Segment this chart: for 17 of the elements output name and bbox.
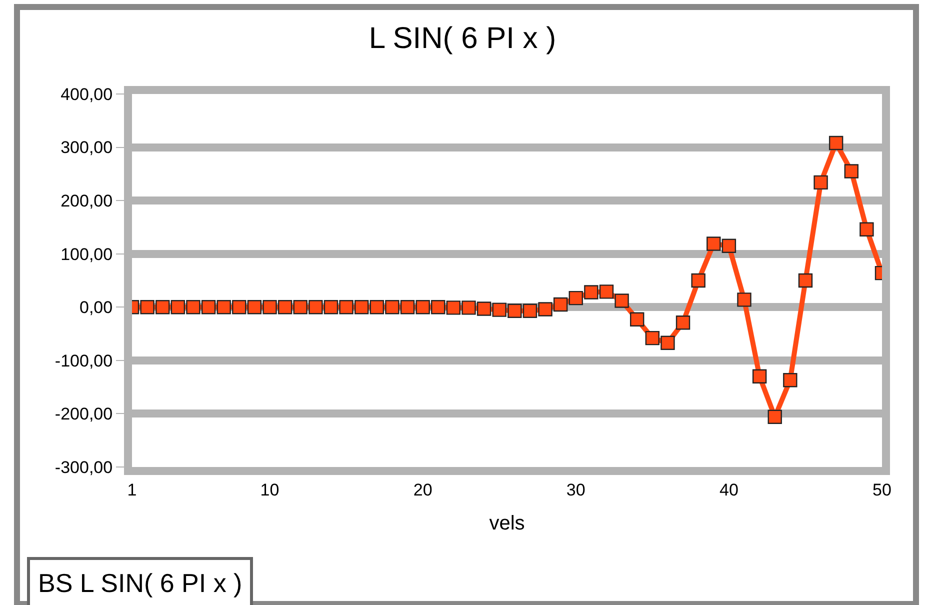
x-tick-label: 30 <box>566 480 586 500</box>
y-tick-label: 400,00 <box>60 84 113 104</box>
x-tick-label: 1 <box>127 480 137 500</box>
y-tick-label: 300,00 <box>60 138 113 158</box>
y-tick-label: 200,00 <box>60 192 113 211</box>
x-axis-title: vels <box>489 512 525 534</box>
x-tick-label: 50 <box>872 480 892 500</box>
y-tick-label: -100,00 <box>54 351 113 370</box>
text: BS L SIN( 6 PI x ) <box>38 568 242 598</box>
y-tick-label: 0,00 <box>80 298 113 318</box>
x-tick-label: 10 <box>260 480 280 500</box>
y-tick-label: -200,00 <box>54 404 113 424</box>
y-tick-label: -300,00 <box>54 458 113 477</box>
x-tick-label: 40 <box>719 480 738 500</box>
y-tick-label: 100,00 <box>60 244 113 264</box>
chart-title: L SIN( 6 PI x ) <box>368 22 556 56</box>
x-tick-label: 20 <box>413 480 432 500</box>
